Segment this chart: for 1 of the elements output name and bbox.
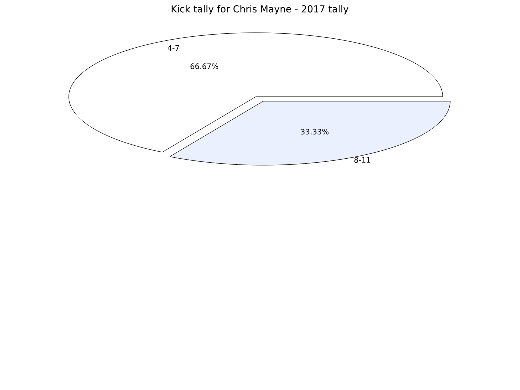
chart-title: Kick tally for Chris Mayne - 2017 tally — [172, 5, 349, 15]
